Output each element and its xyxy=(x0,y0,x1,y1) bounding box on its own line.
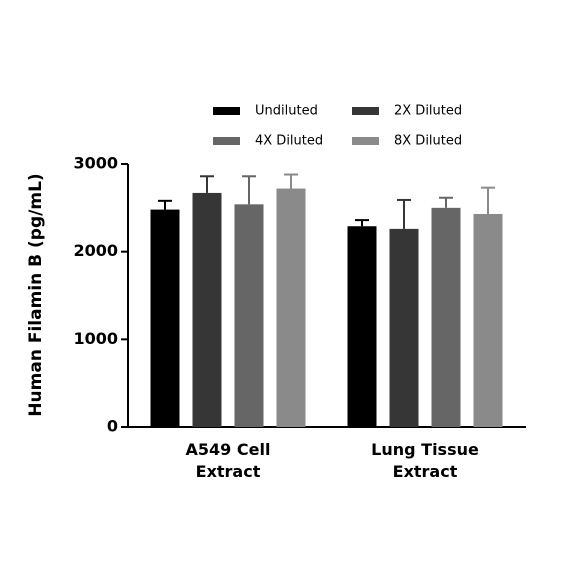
bar xyxy=(389,228,419,427)
legend-swatch xyxy=(213,137,240,145)
error-bar xyxy=(481,186,495,214)
legend-label: Undiluted xyxy=(255,104,318,119)
y-tick-label: 2000 xyxy=(73,241,118,260)
error-bar xyxy=(397,198,411,229)
legend-swatch xyxy=(352,107,379,115)
bar xyxy=(234,204,264,427)
error-bar xyxy=(200,175,214,193)
error-bar xyxy=(242,175,256,205)
x-tick-label: Lung Tissue Extract xyxy=(371,440,479,481)
legend-swatch xyxy=(213,107,240,115)
bar xyxy=(431,207,461,427)
bar xyxy=(150,209,180,427)
error-bar xyxy=(284,173,298,189)
y-tick-label: 1000 xyxy=(73,329,118,348)
y-tick-label: 0 xyxy=(107,417,118,436)
legend-label: 2X Diluted xyxy=(394,104,462,119)
legend-swatch xyxy=(352,137,379,145)
bar xyxy=(276,188,306,427)
y-tick-label: 3000 xyxy=(73,154,118,173)
error-bar xyxy=(158,199,172,210)
x-tick-label: A549 Cell Extract xyxy=(185,440,271,481)
legend-label: 8X Diluted xyxy=(394,134,462,149)
bar xyxy=(347,226,377,427)
y-axis-title: Human Filamin B (pg/mL) xyxy=(26,173,46,416)
bar xyxy=(192,192,222,427)
error-bar xyxy=(439,196,453,208)
legend-label: 4X Diluted xyxy=(255,134,323,149)
error-bar xyxy=(355,219,369,227)
bar xyxy=(473,213,503,427)
